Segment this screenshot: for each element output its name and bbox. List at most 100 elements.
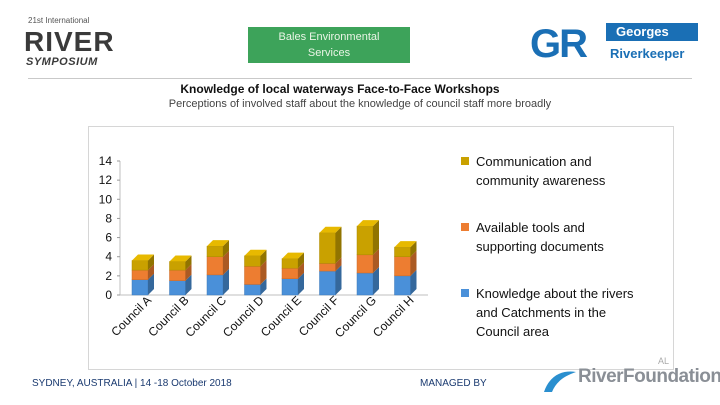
bar-segment [319,263,336,272]
bar-segment [281,267,299,279]
gr-letters: GR [530,22,588,66]
legend-label: Available tools and supporting documents [476,220,604,254]
bar-segment [356,272,374,296]
river-symposium-logo: 21st International RIVER SYMPOSIUM [24,14,134,72]
y-tick-label: 12 [99,173,113,187]
bar-top [169,255,192,262]
bar-segment-side [335,257,342,272]
bar-segment-side [335,226,342,264]
header-divider [28,78,692,79]
bar-segment-side [185,274,192,295]
bar-segment [319,232,336,264]
georges-riverkeeper-logo: GR Georges Riverkeeper [530,20,700,70]
bar-segment [206,274,224,296]
bar-segment-side [373,266,379,295]
bar-segment [131,279,149,296]
chart-frame [88,126,674,370]
bar-segment [169,269,186,281]
bar-segment [394,246,411,257]
category-label: Council E [258,293,304,339]
bar-segment [281,258,299,269]
bar-segment-side [410,250,417,276]
sponsor-line-1: Bales Environmental [278,31,380,43]
bar-segment [206,256,224,276]
y-tick-label: 14 [99,154,113,168]
river-foundation-text: RiverFoundation [578,366,720,387]
logo-small-text: 21st International [28,16,90,25]
bar-segment-side [260,278,267,295]
legend-label: Communication and community awareness [476,154,606,188]
bar-segment [131,269,149,280]
bar-segment-side [148,264,154,280]
bar-segment-side [223,250,229,275]
bar-segment [169,261,186,271]
bar-segment [281,278,299,296]
bar-segment [244,255,261,267]
legend-label-line: and Catchments in the [476,305,606,320]
bar-segment-side [335,265,342,295]
slide-title: Knowledge of local waterways Face-to-Fac… [180,82,500,96]
bar-segment-side [223,268,229,295]
sponsor-logo: Bales Environmental Services [248,27,410,63]
legend-label: Knowledge about the rivers and Catchments… [476,286,634,339]
y-tick-label: 4 [105,250,112,264]
bar-segment [394,256,411,277]
sponsor-line-2: Services [307,47,351,59]
bar-segment-side [223,240,229,257]
legend-label-line: Available tools and [476,220,585,235]
bar-segment-side [260,249,267,267]
bar-top [394,241,417,248]
y-tick-label: 6 [105,231,112,245]
bar-segment-side [373,220,379,255]
swoosh-icon [544,371,576,392]
bar-segment [131,260,149,271]
managed-by-label: MANAGED BY [420,378,487,389]
riverkeeper-label: Riverkeeper [610,46,685,61]
river-foundation-logo: RiverFoundation AL [540,356,720,396]
slide-subtitle: Perceptions of involved staff about the … [168,98,552,110]
legend-label-line: Knowledge about the rivers [476,286,634,301]
y-tick-label: 10 [99,192,113,206]
y-tick-label: 8 [105,211,112,225]
bar-segment [319,270,336,296]
bar-segment [394,275,411,296]
legend-label-line: Communication and [476,154,592,169]
bar-segment-side [185,264,192,281]
bar-segment [206,245,224,257]
bar-segment-side [410,241,417,257]
river-foundation-small: AL [658,356,670,366]
bar-segment [244,284,261,296]
bar-top [132,254,154,261]
bar-segment-side [260,260,267,285]
bar-top [319,226,342,233]
bar-segment-side [410,269,417,295]
legend-swatch [461,223,469,231]
bar-top [282,252,304,259]
y-tick-label: 2 [105,269,112,283]
bar-top [207,240,229,247]
legend-label-line: supporting documents [476,239,604,254]
bar-top [357,220,379,227]
y-tick-label: 0 [105,288,112,302]
legend-label-line: community awareness [476,173,606,188]
bar-segment [356,254,374,274]
bar-segment-side [185,255,192,271]
bar-segment [169,280,186,296]
logo-sub-text: SYMPOSIUM [26,56,98,68]
bar-segment [356,225,374,256]
logo-big-text: RIVER [24,26,115,57]
bar-segment [244,266,261,285]
bar-segment-side [148,273,154,295]
bar-segment-side [298,262,304,279]
georges-label: Georges [606,23,698,41]
bar-segment-side [298,252,304,269]
bar-top [244,249,267,256]
event-dates: SYDNEY, AUSTRALIA | 14 -18 October 2018 [32,378,232,389]
legend-swatch [461,289,469,297]
bar-segment-side [298,272,304,295]
legend-label-line: Council area [476,324,550,339]
bar-segment-side [148,254,154,271]
legend-swatch [461,157,469,165]
category-label: Council D [220,293,267,340]
